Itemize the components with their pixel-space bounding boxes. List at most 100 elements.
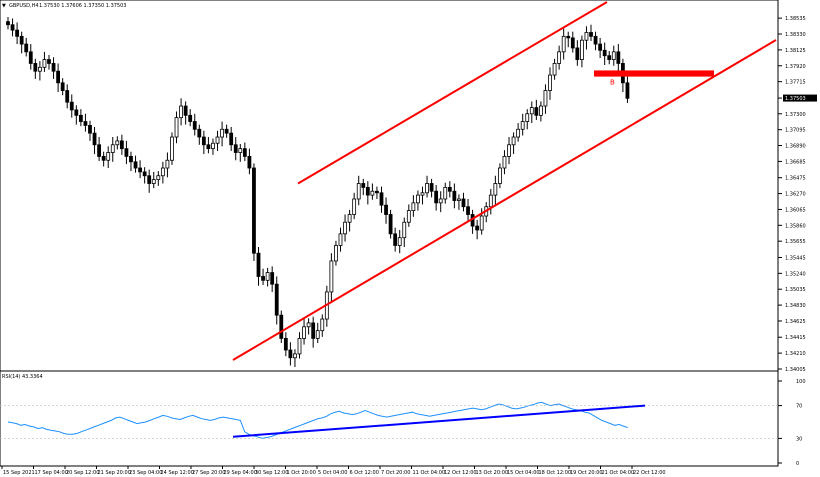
price-tick-label: 1.36685	[785, 159, 806, 165]
candle-body	[197, 128, 202, 138]
candle-body	[393, 233, 398, 246]
candle-body	[147, 175, 152, 184]
resistance-zone	[594, 70, 714, 77]
candle-body	[19, 35, 24, 45]
candle-body	[242, 148, 247, 157]
chart-header-triangle: ▼	[2, 3, 6, 9]
candle-body	[270, 272, 275, 285]
candle-body	[83, 121, 88, 126]
candle-body	[452, 190, 457, 201]
chart-ohlc-values: 1.37530 1.37606 1.37350 1.37503	[39, 3, 126, 9]
candle-body	[406, 210, 411, 223]
candle-body	[6, 21, 10, 26]
candle-body	[265, 272, 270, 281]
main-plot-frame	[0, 0, 779, 372]
candle-body	[589, 32, 593, 37]
candle-body	[211, 142, 215, 150]
rsi-plot-frame	[0, 370, 779, 467]
candle-body	[356, 183, 361, 200]
candle-body	[475, 225, 480, 231]
price-tick-label: 1.36270	[785, 192, 806, 198]
price-tick-label: 1.38535	[785, 16, 806, 22]
time-tick-label: 13 Oct 20:00	[476, 470, 509, 476]
candle-body	[256, 252, 261, 277]
candle-body	[557, 51, 562, 64]
candle-body	[33, 63, 38, 72]
candle-body	[74, 109, 79, 116]
candle-body	[133, 161, 138, 169]
candle-body	[47, 59, 51, 64]
candle-body	[306, 322, 311, 328]
candle-body	[315, 330, 320, 339]
rsi-title: RSI(14) 43.3364	[2, 374, 43, 380]
chart-overlays: B	[232, 1, 777, 361]
time-tick-label: 7 Oct 20:00	[381, 470, 410, 476]
price-tick-label: 1.37503	[785, 96, 806, 102]
candle-body	[361, 183, 366, 188]
rsi-tick-label: 100	[796, 379, 806, 385]
candle-body	[388, 214, 393, 235]
candle-body	[375, 190, 379, 194]
candle-body	[334, 245, 338, 262]
rsi-axis: 100 70 30 0	[778, 379, 806, 467]
candle-body	[498, 167, 502, 184]
candle-body	[384, 204, 388, 215]
time-tick-label: 22 Oct 12:00	[633, 470, 666, 476]
candle-body	[416, 194, 420, 204]
candle-body	[598, 43, 603, 51]
candle-body	[411, 202, 416, 212]
candle-body	[188, 114, 193, 122]
candle-body	[156, 175, 161, 181]
candlestick-series	[6, 16, 630, 368]
chart-symbol-title: GBPUSD,H4	[9, 3, 39, 9]
time-tick-label: 19 Oct 20:00	[570, 470, 603, 476]
candle-body	[561, 35, 566, 53]
candle-body	[293, 353, 297, 359]
time-tick-label: 30 Sep 12:00	[255, 470, 288, 476]
candle-body	[88, 125, 92, 134]
candle-body	[347, 214, 352, 223]
candle-body	[593, 35, 598, 45]
price-tick-label: 1.36475	[785, 176, 806, 182]
candle-body	[220, 128, 224, 138]
candle-body	[402, 221, 407, 239]
candle-body	[570, 37, 575, 49]
price-tick-label: 1.35860	[785, 223, 806, 229]
candle-body	[584, 32, 589, 41]
rsi-tick-label: 70	[796, 404, 802, 410]
candle-body	[288, 349, 293, 359]
candle-body	[110, 144, 115, 153]
rsi-line	[7, 401, 628, 439]
price-tick-label: 1.37300	[785, 112, 806, 118]
candle-body	[575, 47, 580, 60]
zone-label: B	[610, 79, 615, 87]
candle-body	[602, 49, 607, 57]
time-tick-label: 6 Oct 12:00	[350, 470, 379, 476]
current-price-box	[783, 94, 817, 102]
price-tick-label: 1.35035	[785, 287, 806, 293]
candle-body	[119, 140, 124, 150]
candle-body	[238, 148, 243, 153]
candle-body	[224, 128, 229, 134]
candle-body	[457, 198, 461, 201]
price-tick-label: 1.35655	[785, 239, 806, 245]
candle-body	[279, 314, 284, 339]
candle-body	[37, 66, 42, 72]
time-tick-label: 1 Oct 20:00	[287, 470, 316, 476]
candle-body	[151, 179, 156, 184]
price-tick-label: 1.38330	[785, 32, 806, 38]
candle-body	[165, 159, 170, 169]
price-tick-label: 1.35240	[785, 271, 806, 277]
candle-body	[420, 192, 425, 196]
time-tick-label: 24 Sep 12:00	[161, 470, 194, 476]
candle-body	[425, 183, 429, 194]
candle-body	[42, 59, 47, 68]
candle-body	[247, 155, 252, 169]
candle-body	[493, 183, 498, 196]
candle-body	[174, 117, 179, 138]
candle-body	[461, 198, 466, 208]
channel-lower-line	[232, 39, 777, 361]
time-tick-label: 23 Sep 04:00	[129, 470, 162, 476]
candle-body	[229, 132, 234, 146]
